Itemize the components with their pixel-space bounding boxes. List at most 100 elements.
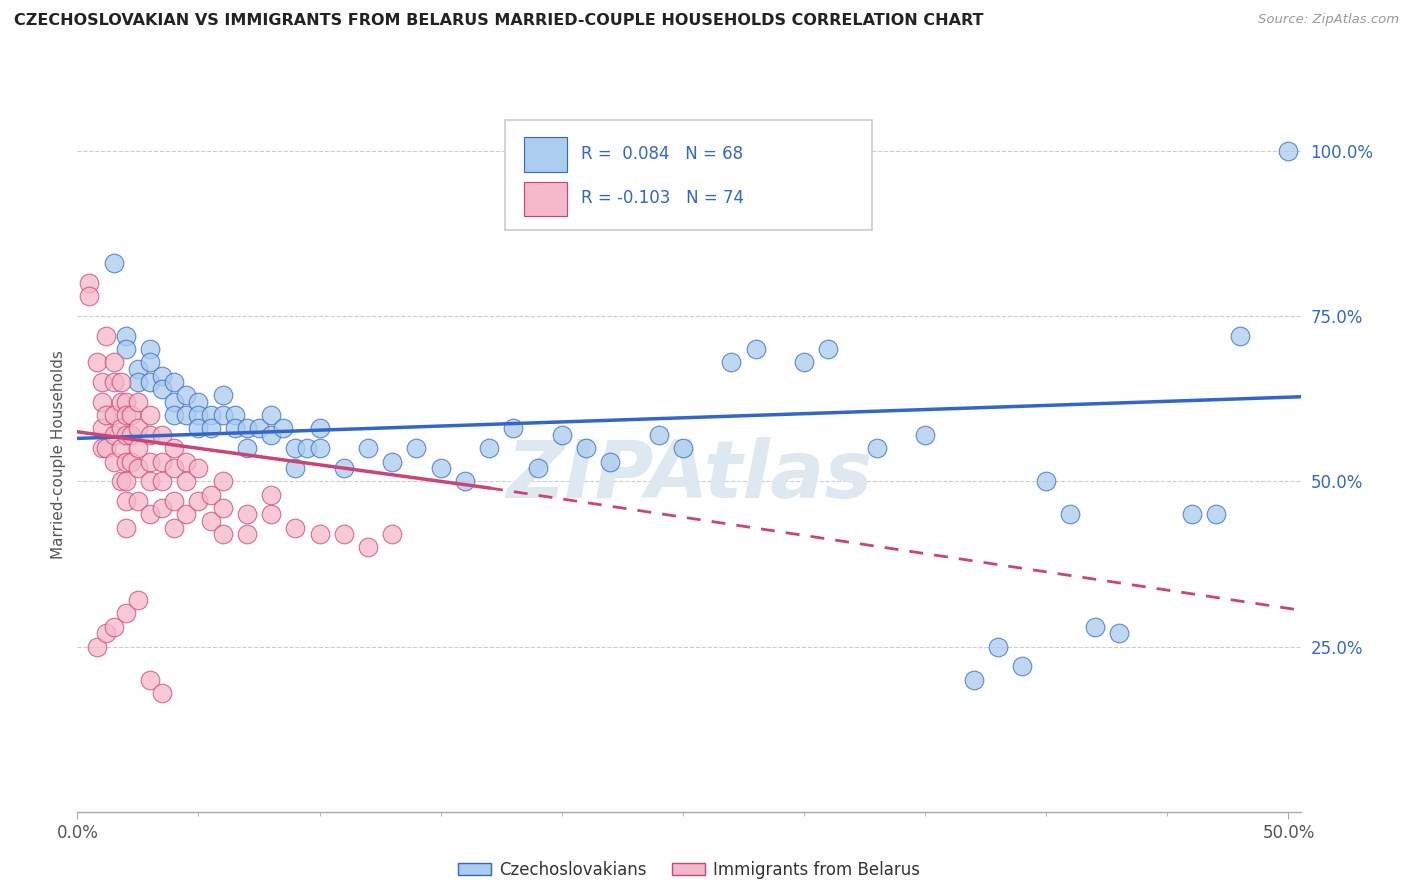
- Point: [478, 442, 501, 456]
- Point: [127, 376, 149, 390]
- Point: [103, 409, 125, 423]
- Point: [163, 395, 186, 409]
- Point: [163, 442, 186, 456]
- Point: [381, 454, 404, 468]
- Point: [1277, 144, 1299, 158]
- Point: [187, 421, 209, 435]
- Point: [187, 494, 209, 508]
- Point: [817, 342, 839, 356]
- Point: [139, 355, 162, 369]
- Point: [333, 461, 356, 475]
- Point: [1180, 508, 1202, 522]
- Point: [139, 454, 162, 468]
- Point: [1205, 508, 1227, 522]
- Point: [672, 442, 695, 456]
- Point: [236, 527, 259, 541]
- Point: [96, 442, 118, 456]
- Point: [211, 527, 233, 541]
- Point: [575, 442, 598, 456]
- Point: [90, 376, 112, 390]
- Point: [127, 395, 149, 409]
- Point: [260, 409, 283, 423]
- Point: [1084, 620, 1107, 634]
- Point: [127, 362, 149, 376]
- Point: [200, 421, 222, 435]
- Point: [79, 289, 101, 303]
- Point: [103, 376, 125, 390]
- Point: [150, 368, 173, 383]
- Point: [333, 527, 356, 541]
- Point: [127, 442, 149, 456]
- Point: [139, 673, 162, 687]
- Point: [405, 442, 427, 456]
- Point: [79, 276, 101, 290]
- Point: [96, 329, 118, 343]
- Point: [90, 421, 112, 435]
- Point: [150, 428, 173, 442]
- Point: [139, 376, 162, 390]
- Point: [163, 520, 186, 534]
- Point: [139, 475, 162, 489]
- Point: [297, 442, 319, 456]
- Point: [110, 475, 132, 489]
- Point: [308, 421, 330, 435]
- Point: [120, 428, 142, 442]
- Point: [139, 428, 162, 442]
- Point: [96, 409, 118, 423]
- Point: [866, 442, 889, 456]
- Y-axis label: Married-couple Households: Married-couple Households: [51, 351, 66, 559]
- Point: [176, 508, 198, 522]
- Point: [114, 475, 136, 489]
- Point: [1108, 626, 1130, 640]
- Point: [429, 461, 451, 475]
- Point: [200, 514, 222, 528]
- Point: [103, 256, 125, 270]
- Point: [211, 475, 233, 489]
- Point: [211, 409, 233, 423]
- Point: [114, 428, 136, 442]
- Point: [236, 508, 259, 522]
- Point: [720, 355, 742, 369]
- Point: [163, 409, 186, 423]
- Point: [114, 329, 136, 343]
- Point: [110, 421, 132, 435]
- Text: R = -0.103   N = 74: R = -0.103 N = 74: [581, 189, 744, 207]
- Point: [176, 454, 198, 468]
- Point: [284, 461, 307, 475]
- Point: [90, 442, 112, 456]
- Point: [103, 355, 125, 369]
- Point: [176, 388, 198, 402]
- Point: [454, 475, 477, 489]
- Point: [247, 421, 270, 435]
- Point: [150, 454, 173, 468]
- Text: R =  0.084   N = 68: R = 0.084 N = 68: [581, 145, 744, 162]
- Point: [120, 409, 142, 423]
- Point: [271, 421, 294, 435]
- Point: [127, 461, 149, 475]
- Point: [260, 487, 283, 501]
- Point: [260, 428, 283, 442]
- Point: [114, 494, 136, 508]
- Point: [96, 626, 118, 640]
- Point: [86, 355, 108, 369]
- Point: [150, 686, 173, 700]
- Point: [236, 442, 259, 456]
- Point: [114, 607, 136, 621]
- Point: [114, 342, 136, 356]
- Point: [127, 494, 149, 508]
- Point: [114, 520, 136, 534]
- Text: ZIPAtlas: ZIPAtlas: [506, 437, 872, 516]
- FancyBboxPatch shape: [524, 137, 567, 171]
- Point: [551, 428, 574, 442]
- Point: [187, 409, 209, 423]
- Point: [1059, 508, 1081, 522]
- Point: [1035, 475, 1057, 489]
- Point: [1011, 659, 1033, 673]
- Point: [86, 640, 108, 654]
- Point: [357, 541, 380, 555]
- Point: [200, 487, 222, 501]
- Point: [103, 428, 125, 442]
- Point: [381, 527, 404, 541]
- Point: [139, 409, 162, 423]
- Point: [163, 376, 186, 390]
